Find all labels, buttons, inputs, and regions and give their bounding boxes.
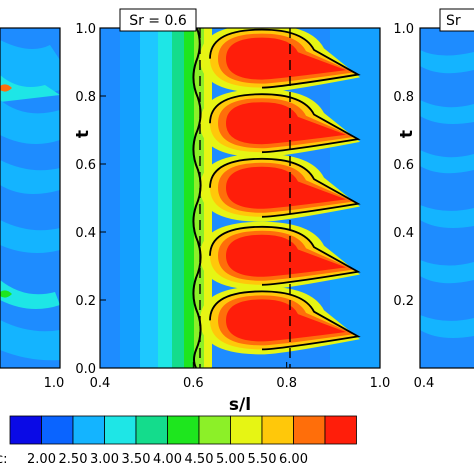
left-xtick-label: 1.0: [44, 376, 65, 391]
colorbar-cell: [72, 415, 105, 445]
colorbar-level-label: 5.50: [248, 452, 277, 467]
colorbar-level-label: 2.00: [27, 452, 56, 467]
right-panel: 0.2 0.4 0.6 0.8 1.0 t 0.4 Sr: [393, 8, 474, 391]
annotation-sr: Sr = 0.6: [129, 13, 187, 29]
bubble-layer: [226, 102, 346, 145]
center-ytick-label: 0.8: [75, 90, 96, 105]
colorbar: 2.002.503.003.504.004.505.005.506.00 c:: [0, 415, 357, 467]
colorbar-cell: [293, 415, 326, 445]
right-annotation-box: [439, 8, 474, 32]
bubble-layer: [226, 37, 346, 80]
colorbar-cells: [9, 415, 357, 445]
center-ytick-label: 0.4: [75, 226, 96, 241]
bubble: [200, 28, 361, 93]
bubble-layer: [226, 299, 346, 342]
left-contour-field: [0, 28, 60, 368]
colorbar-cell: [198, 415, 231, 445]
right-annotation-sr: Sr: [446, 13, 461, 29]
right-ytick-label: 1.0: [393, 22, 414, 37]
right-y-axis-label: t: [397, 130, 417, 138]
left-panel: 1.0: [0, 27, 65, 391]
center-y-axis-label: t: [73, 130, 93, 138]
center-xtick-label: 1.0: [370, 376, 391, 391]
center-ytick-label: 0.6: [75, 158, 96, 173]
bubble-series: [200, 28, 361, 355]
bubble: [200, 286, 361, 355]
colorbar-label: c:: [0, 452, 8, 467]
colorbar-cell: [135, 415, 168, 445]
annotation-box: [119, 8, 197, 32]
center-xtick-label: 0.6: [183, 376, 204, 391]
right-ytick-label: 0.2: [393, 294, 414, 309]
colorbar-level-label: 3.50: [122, 452, 151, 467]
bubble-layer: [226, 234, 346, 277]
wavy-contour-line: [192, 28, 202, 368]
bubble-outline: [209, 225, 361, 286]
bubble-outline: [209, 157, 361, 218]
colorbar-cell: [324, 415, 357, 445]
center-panel: 0.0 0.2 0.4 0.6 0.8 1.0 0.4 0.6 0.8 1.0 t s/l Sr…: [73, 8, 391, 415]
bubble-layer: [226, 166, 346, 209]
center-contour-field: [100, 28, 380, 368]
bubble-outline: [209, 28, 361, 89]
colorbar-cell: [9, 415, 42, 445]
center-xtick-label: 0.8: [276, 376, 297, 391]
colorbar-level-label: 4.00: [153, 452, 182, 467]
colorbar-labels: 2.00 2.50 3.00 3.50 4.00 4.50 5.00 5.50 6.00: [27, 452, 308, 467]
colorbar-level-label: 2.50: [59, 452, 88, 467]
right-contour-field: [420, 28, 474, 368]
center-y-ticks: 0.0 0.2 0.4 0.6 0.8 1.0: [75, 22, 106, 377]
bubble: [200, 153, 361, 222]
center-ytick-label: 0.2: [75, 294, 96, 309]
bubble: [200, 89, 361, 158]
colorbar-level-label: 6.00: [279, 452, 308, 467]
bubble: [200, 221, 361, 290]
colorbar-cell: [261, 415, 294, 445]
center-xtick-label: 0.4: [90, 376, 111, 391]
bubble-outline: [209, 290, 361, 351]
right-ytick-label: 0.4: [393, 226, 414, 241]
center-x-ticks: 0.4 0.6 0.8 1.0: [90, 362, 391, 391]
colorbar-level-label: 5.00: [216, 452, 245, 467]
colorbar-cell: [167, 415, 200, 445]
colorbar-level-label: 4.50: [185, 452, 214, 467]
center-ytick-label: 0.0: [75, 362, 96, 377]
colorbar-cell: [230, 415, 263, 445]
colorbar-level-label: 3.00: [90, 452, 119, 467]
colorbar-cell: [41, 415, 74, 445]
colorbar-cell: [104, 415, 137, 445]
center-x-axis-label: s/l: [229, 395, 251, 415]
bubble-outline: [209, 93, 361, 154]
right-ytick-label: 0.8: [393, 90, 414, 105]
right-ytick-label: 0.6: [393, 158, 414, 173]
right-xtick-label: 0.4: [414, 376, 435, 391]
center-ytick-label: 1.0: [75, 22, 96, 37]
left-x-ticks: 1.0: [44, 376, 65, 391]
right-y-ticks: 0.2 0.4 0.6 0.8 1.0: [393, 22, 414, 309]
